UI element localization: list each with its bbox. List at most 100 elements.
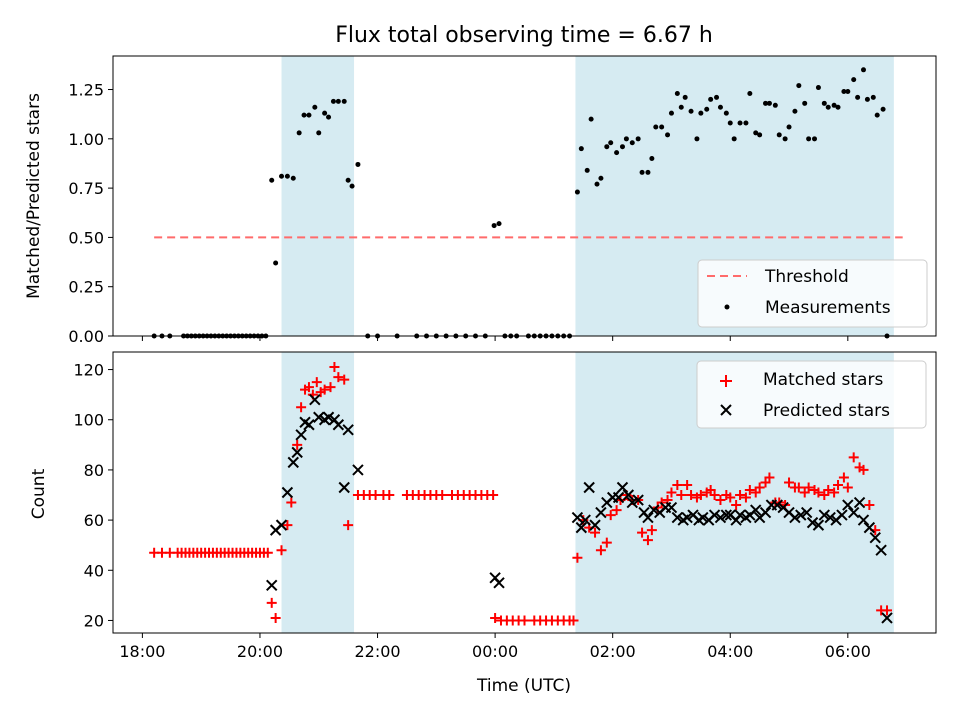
measurement-point bbox=[273, 260, 279, 266]
predicted-star-point bbox=[734, 509, 746, 521]
predicted-star-point bbox=[795, 509, 807, 521]
measurement-point bbox=[653, 124, 659, 130]
y-tick-label: 60 bbox=[84, 511, 104, 530]
predicted-star-point bbox=[579, 514, 591, 526]
measurement-point bbox=[802, 100, 808, 106]
matched-star-point bbox=[705, 484, 716, 495]
measurement-point bbox=[345, 177, 351, 183]
matched-star-point bbox=[695, 490, 706, 501]
matched-star-point bbox=[829, 487, 840, 498]
measurement-point bbox=[782, 136, 788, 142]
matched-star-point bbox=[646, 525, 657, 536]
measurement-point bbox=[645, 169, 651, 175]
matched-star-point bbox=[764, 472, 775, 483]
matched-star-point bbox=[572, 552, 583, 563]
predicted-star-point bbox=[648, 504, 660, 516]
measurement-point bbox=[812, 136, 818, 142]
measurement-point bbox=[604, 144, 610, 150]
predicted-star-point bbox=[616, 481, 629, 494]
matched-star-point bbox=[842, 482, 853, 493]
measurement-point bbox=[639, 169, 645, 175]
matched-star-point bbox=[676, 490, 687, 501]
predicted-star-point bbox=[714, 511, 727, 524]
measurement-point bbox=[763, 100, 769, 106]
measurement-point bbox=[753, 130, 759, 136]
predicted-star-point bbox=[583, 481, 595, 494]
legend-measurements-swatch bbox=[724, 304, 730, 310]
measurement-point bbox=[851, 77, 857, 83]
measurement-point bbox=[496, 221, 502, 227]
matched-star-point bbox=[735, 490, 746, 501]
measurement-point bbox=[665, 132, 671, 138]
measurement-point bbox=[588, 116, 594, 122]
measurement-point bbox=[326, 114, 332, 120]
matched-star-point bbox=[833, 479, 844, 490]
measurement-point bbox=[608, 140, 614, 146]
matched-star-point bbox=[319, 384, 330, 395]
predicted-star-point bbox=[295, 429, 307, 441]
x-tick-label: 04:00 bbox=[707, 642, 753, 661]
y-tick-label: 40 bbox=[84, 561, 104, 580]
matched-star-point bbox=[637, 527, 648, 538]
predicted-star-point bbox=[275, 519, 288, 531]
matched-star-point bbox=[803, 482, 814, 493]
measurement-point bbox=[578, 146, 584, 152]
measurement-point bbox=[614, 150, 620, 156]
predicted-star-point bbox=[595, 506, 607, 519]
predicted-star-point bbox=[789, 511, 801, 524]
y-tick-label: 120 bbox=[73, 361, 104, 380]
bottom-y-axis-label: Count bbox=[29, 468, 49, 519]
predicted-star-point bbox=[665, 501, 678, 514]
matched-star-point bbox=[666, 487, 677, 498]
matched-star-point bbox=[682, 479, 693, 490]
measurement-point bbox=[841, 88, 847, 94]
matched-star-point bbox=[715, 495, 726, 506]
x-tick-label: 02:00 bbox=[590, 642, 636, 661]
predicted-star-point bbox=[266, 579, 278, 592]
measurement-point bbox=[335, 98, 341, 104]
predicted-star-point bbox=[863, 521, 876, 534]
measurement-point bbox=[855, 94, 861, 100]
predicted-star-point bbox=[332, 419, 345, 431]
legend-measurements-label: Measurements bbox=[765, 298, 891, 318]
predicted-star-point bbox=[771, 499, 783, 511]
measurement-point bbox=[322, 110, 328, 116]
measurement-point bbox=[737, 120, 743, 126]
matched-star-point bbox=[292, 439, 303, 450]
bottom-legend-box bbox=[696, 360, 927, 429]
measurement-point bbox=[772, 102, 778, 108]
measurement-point bbox=[316, 130, 322, 136]
predicted-star-point bbox=[800, 506, 813, 519]
x-tick-label: 22:00 bbox=[354, 642, 400, 661]
predicted-star-point bbox=[575, 521, 588, 534]
legend-matched-swatch bbox=[720, 375, 732, 387]
matched-star-point bbox=[343, 520, 354, 531]
measurement-point bbox=[629, 140, 635, 146]
top-axes-frame bbox=[112, 55, 937, 337]
predicted-star-point bbox=[759, 506, 772, 519]
top-y-axis-label: Matched/Predicted stars bbox=[24, 93, 44, 299]
predicted-star-point bbox=[824, 511, 836, 524]
measurement-point bbox=[727, 120, 733, 126]
top-panel: 0.00 0.25 0.50 0.75 1.00 1.25 Matched/Predict… bbox=[24, 55, 937, 346]
measurement-point bbox=[349, 183, 355, 189]
matched-star-point bbox=[325, 382, 336, 393]
measurement-point bbox=[723, 110, 729, 116]
y-tick-label: 0.00 bbox=[68, 327, 104, 346]
predicted-star-point bbox=[571, 511, 584, 524]
measurement-point bbox=[306, 112, 312, 118]
top-legend-box bbox=[697, 259, 928, 328]
matched-star-point bbox=[266, 597, 277, 608]
predicted-star-point bbox=[313, 411, 325, 423]
x-tick-label: 18:00 bbox=[119, 642, 165, 661]
matched-star-point bbox=[611, 505, 622, 516]
x-tick-label: 00:00 bbox=[472, 642, 518, 661]
matched-star-point bbox=[329, 362, 340, 373]
measurement-point bbox=[279, 173, 285, 179]
measurement-point bbox=[301, 112, 307, 118]
predicted-star-point bbox=[612, 491, 625, 504]
legend-predicted-swatch bbox=[720, 404, 732, 416]
predicted-star-point bbox=[836, 509, 848, 521]
matched-star-point bbox=[740, 492, 751, 503]
y-tick-label: 0.25 bbox=[68, 278, 104, 297]
